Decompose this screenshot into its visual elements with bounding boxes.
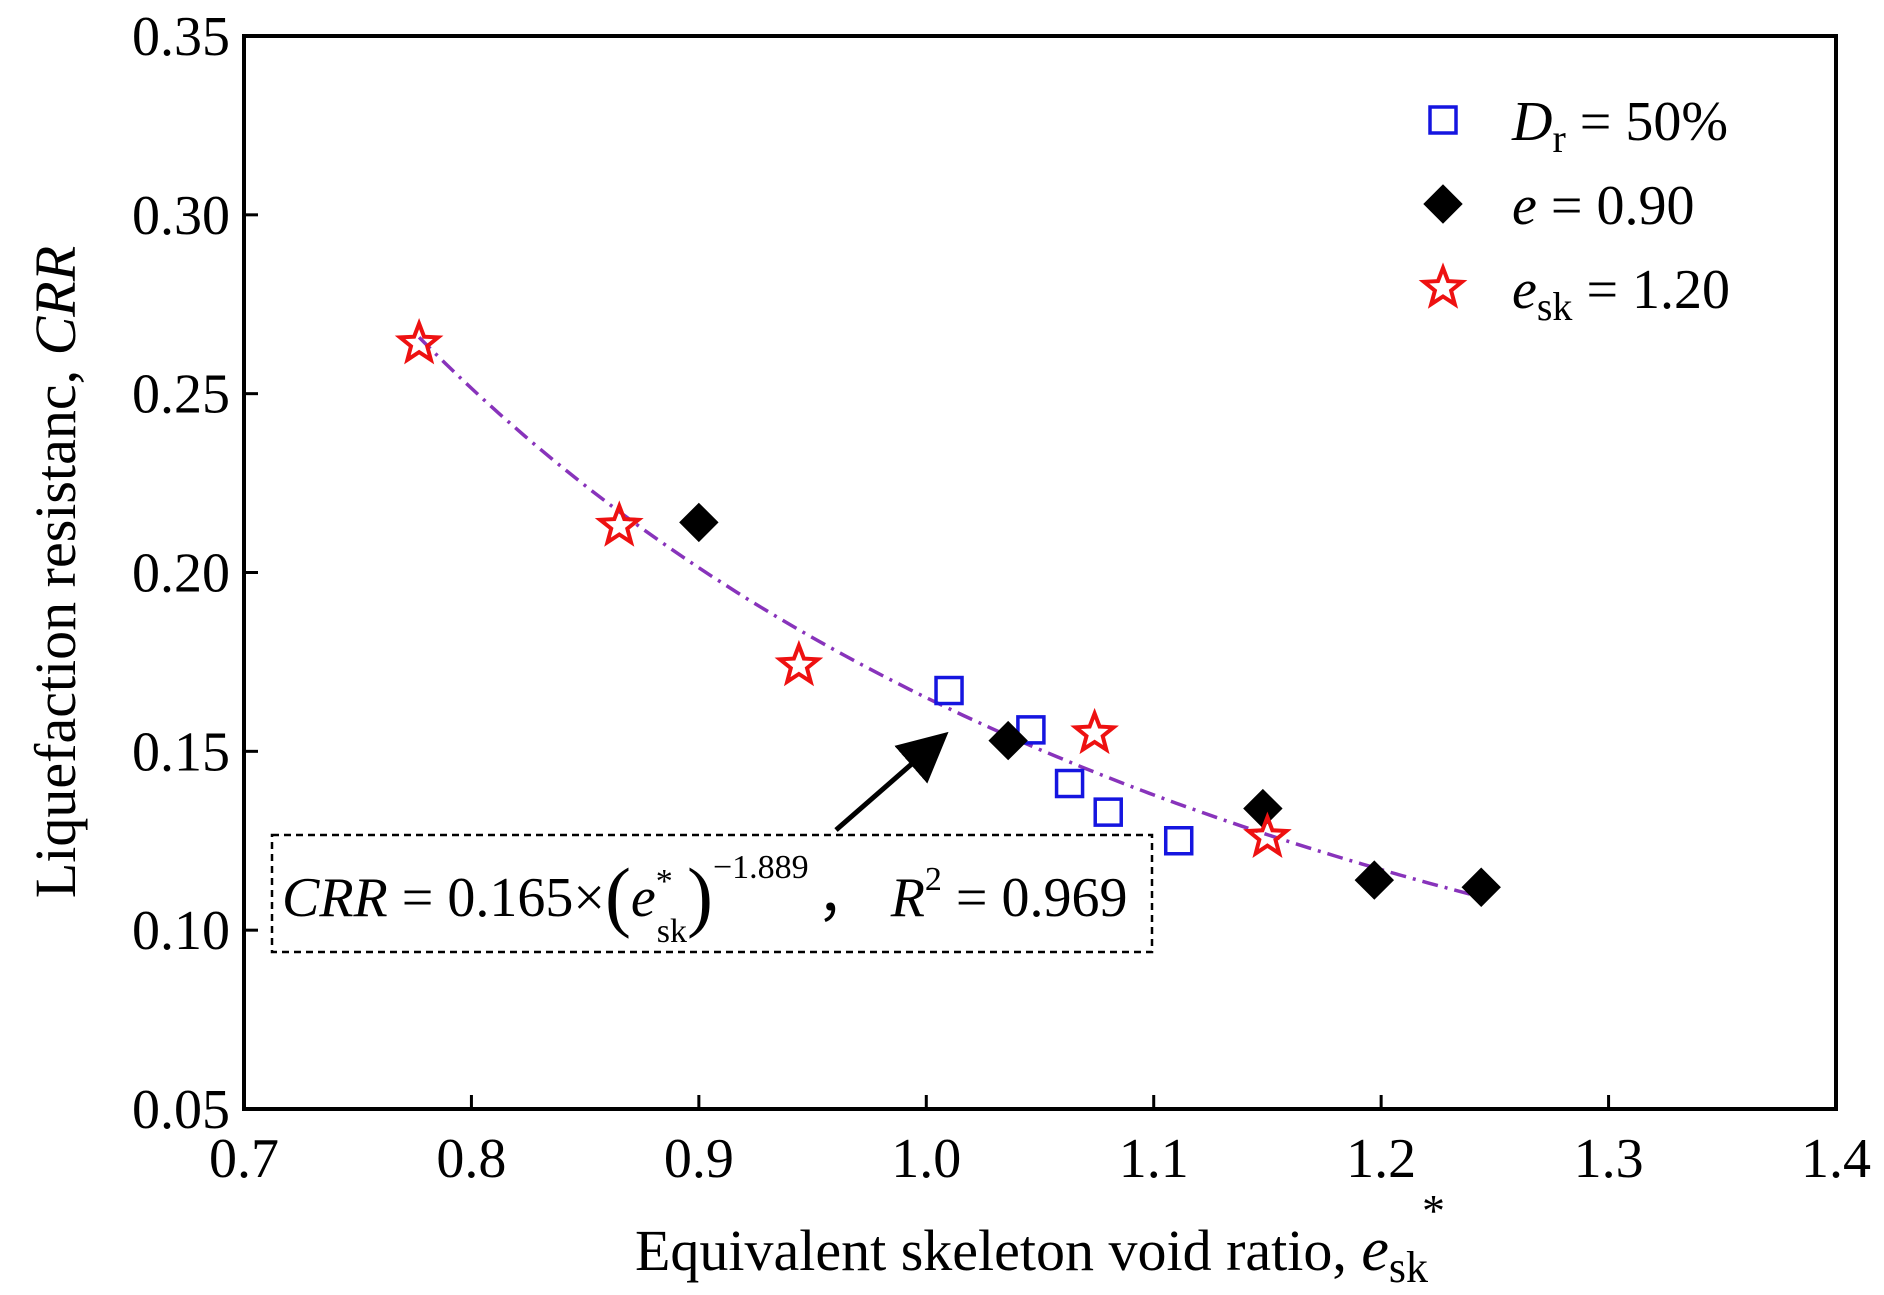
data-point — [988, 720, 1028, 761]
legend-marker — [1423, 184, 1463, 224]
data-point — [1243, 811, 1292, 858]
legend-marker — [1428, 105, 1458, 135]
y-tick-label: 0.25 — [132, 364, 230, 426]
data-point — [1054, 768, 1085, 799]
data-point — [934, 675, 964, 706]
equation-text: CRR = 0.165×(e* sk)−1.889， R2 = 0.969 — [282, 849, 1128, 950]
x-axis-ticks: 0.7 0.8 0.9 1.0 1.1 1.2 1.3 1.4 — [209, 1095, 1871, 1190]
x-tick-label: 1.3 — [1574, 1128, 1644, 1190]
x-axis-title: Equivalent skeleton void ratio, esk* — [635, 1185, 1445, 1292]
data-point — [394, 317, 444, 365]
equation-box — [270, 833, 1154, 954]
legend-label: Dr = 50% — [1511, 91, 1728, 161]
x-tick-label: 1.1 — [1119, 1128, 1189, 1190]
fit-curve — [417, 336, 1482, 899]
legend-marker — [1418, 262, 1468, 309]
data-point — [1461, 867, 1501, 907]
y-tick-label: 0.05 — [132, 1079, 230, 1141]
y-tick-label: 0.15 — [132, 721, 230, 783]
data-point — [1243, 788, 1283, 829]
data-point — [1093, 797, 1123, 827]
legend-label: e = 0.90 — [1512, 175, 1694, 237]
x-tick-label: 1.2 — [1346, 1128, 1416, 1190]
y-axis-ticks: 0.05 0.10 0.15 0.20 0.25 0.30 0.35 — [132, 6, 258, 1141]
y-tick-label: 0.30 — [132, 185, 230, 247]
legend-label: esk = 1.20 — [1512, 259, 1730, 329]
legend: Dr = 50% e = 0.90 esk = 1.20 — [1418, 91, 1730, 329]
data-point — [1070, 707, 1119, 755]
x-tick-label: 0.7 — [209, 1128, 279, 1190]
x-tick-label: 1.4 — [1801, 1128, 1871, 1190]
y-tick-label: 0.10 — [132, 900, 230, 962]
data-point — [1163, 826, 1194, 856]
x-tick-label: 0.8 — [436, 1128, 506, 1190]
data-point — [774, 639, 824, 687]
y-tick-label: 0.35 — [132, 6, 230, 68]
data-point — [1354, 860, 1395, 900]
x-tick-label: 1.0 — [891, 1128, 961, 1190]
data-point — [594, 500, 644, 547]
x-tick-label: 0.9 — [664, 1128, 734, 1190]
annotation-arrow — [834, 731, 949, 832]
data-point — [679, 502, 719, 543]
y-axis-title: Liquefaction resistanc, CRR — [23, 246, 88, 898]
data-point — [1016, 715, 1046, 745]
data-points — [394, 317, 1501, 907]
equation-annotation: CRR = 0.165×(e* sk)−1.889， R2 = 0.969 — [270, 833, 1154, 954]
y-tick-label: 0.20 — [132, 543, 230, 605]
